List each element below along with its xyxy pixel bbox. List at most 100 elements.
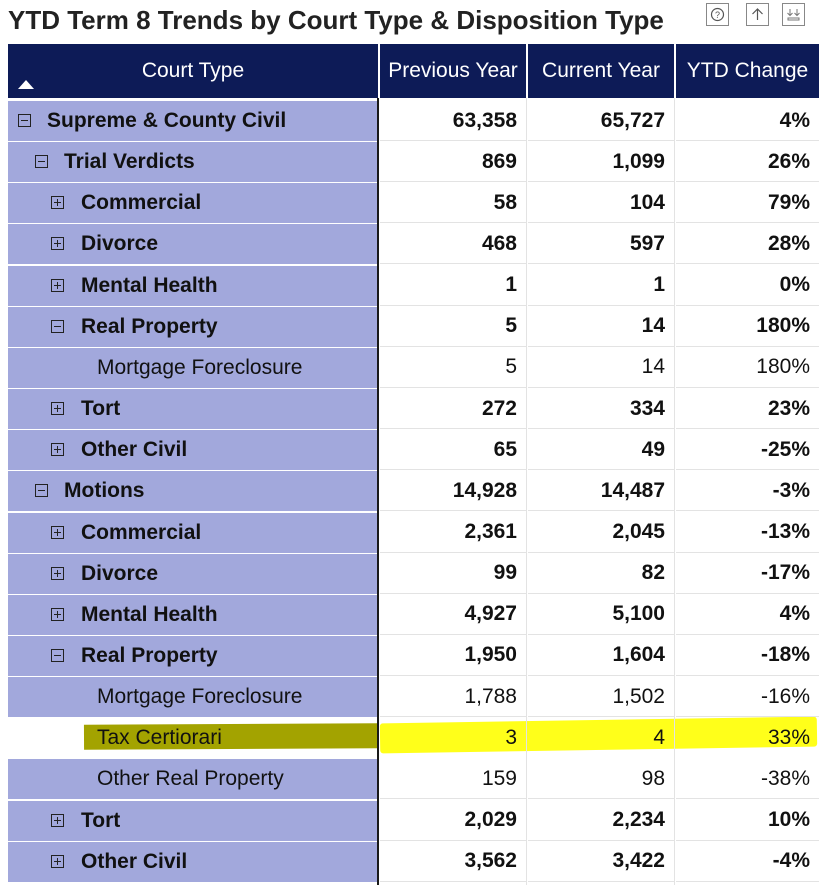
court-type-cell[interactable]: Other Civil bbox=[8, 430, 378, 472]
collapse-row-icon[interactable] bbox=[35, 484, 48, 498]
table-row[interactable]: Mortgage Foreclosure 5 14 180% bbox=[8, 347, 819, 389]
column-header-court-type[interactable]: Court Type bbox=[141, 59, 245, 82]
previous-year-value: 272 bbox=[380, 389, 526, 430]
court-type-cell[interactable]: Other Real Property bbox=[8, 759, 378, 801]
previous-year-value: 5 bbox=[380, 307, 526, 347]
court-type-cell[interactable]: Mental Health bbox=[8, 265, 378, 307]
table-row[interactable]: Tax Certiorari 3 4 33% bbox=[8, 718, 819, 760]
current-year-value: 14,487 bbox=[528, 471, 674, 512]
drill-up-button[interactable] bbox=[746, 3, 769, 26]
column-header-current-year[interactable]: Current Year bbox=[542, 59, 660, 82]
court-type-cell[interactable]: Commercial bbox=[8, 512, 378, 554]
current-year-value: 3,422 bbox=[528, 842, 674, 882]
row-label: Commercial bbox=[81, 191, 202, 215]
current-year-value: 104 bbox=[528, 183, 674, 224]
table-row[interactable]: Other Civil 3,562 3,422 -4% bbox=[8, 841, 819, 883]
court-type-cell[interactable]: Supreme & County Civil bbox=[8, 101, 378, 142]
previous-year-value: 3,562 bbox=[380, 842, 526, 882]
row-label: Divorce bbox=[81, 232, 159, 256]
column-header-ytd-change[interactable]: YTD Change bbox=[686, 59, 809, 82]
court-type-cell[interactable]: Divorce bbox=[8, 224, 378, 266]
ytd-change-value: 10% bbox=[676, 801, 819, 841]
collapse-row-icon[interactable] bbox=[51, 319, 64, 333]
court-type-cell[interactable]: Divorce bbox=[8, 553, 378, 595]
current-year-value: 5,100 bbox=[528, 595, 674, 635]
row-label: Other Real Property bbox=[97, 767, 284, 791]
column-divider bbox=[378, 44, 380, 98]
ytd-change-value: 4% bbox=[676, 595, 819, 635]
table-row[interactable]: Real Property 5 14 180% bbox=[8, 306, 819, 348]
court-type-cell[interactable]: Tort bbox=[8, 800, 378, 842]
court-type-cell[interactable]: Real Property bbox=[8, 306, 378, 348]
table-row[interactable]: Commercial 2,361 2,045 -13% bbox=[8, 512, 819, 554]
table-row[interactable]: Other Civil 65 49 -25% bbox=[8, 430, 819, 472]
table-body: Supreme & County Civil 63,358 65,727 4% Tria… bbox=[8, 98, 819, 885]
row-label: Other Civil bbox=[81, 849, 188, 873]
table-row[interactable]: Commercial 58 104 79% bbox=[8, 183, 819, 225]
ytd-change-value: -3% bbox=[676, 471, 819, 512]
ytd-change-value: 28% bbox=[676, 224, 819, 265]
expand-row-icon[interactable] bbox=[51, 443, 64, 457]
expand-hierarchy-icon bbox=[787, 9, 800, 21]
table-row[interactable]: Mortgage Foreclosure 1,788 1,502 -16% bbox=[8, 677, 819, 719]
expand-row-icon[interactable] bbox=[51, 278, 64, 292]
table-row[interactable]: Trial Verdicts 869 1,099 26% bbox=[8, 142, 819, 184]
column-divider bbox=[674, 98, 675, 885]
expand-hierarchy-button[interactable] bbox=[782, 3, 805, 26]
current-year-value: 2,045 bbox=[528, 513, 674, 553]
sort-ascending-icon[interactable] bbox=[18, 80, 34, 89]
column-header-previous-year[interactable]: Previous Year bbox=[388, 59, 518, 82]
row-label: Other Civil bbox=[81, 438, 188, 462]
row-label: Divorce bbox=[81, 561, 159, 585]
court-type-cell[interactable]: Tax Certiorari bbox=[8, 718, 378, 760]
previous-year-value: 58 bbox=[380, 183, 526, 224]
previous-year-value: 2,361 bbox=[380, 513, 526, 553]
court-type-cell[interactable]: Other Civil bbox=[8, 841, 378, 883]
expand-row-icon[interactable] bbox=[51, 566, 64, 580]
previous-year-value: 3 bbox=[505, 725, 517, 749]
row-label: Mortgage Foreclosure bbox=[97, 685, 303, 709]
ytd-change-value: 0% bbox=[676, 266, 819, 306]
collapse-row-icon[interactable] bbox=[18, 114, 31, 127]
expand-row-icon[interactable] bbox=[51, 525, 64, 539]
table-row[interactable]: Mental Health 4,927 5,100 4% bbox=[8, 594, 819, 636]
previous-year-value: 869 bbox=[380, 142, 526, 183]
current-year-value: 82 bbox=[528, 554, 674, 594]
collapse-row-icon[interactable] bbox=[51, 648, 64, 662]
court-type-cell[interactable]: Mental Health bbox=[8, 594, 378, 636]
current-year-value: 49 bbox=[528, 430, 674, 471]
court-type-cell[interactable]: Mortgage Foreclosure bbox=[8, 677, 378, 719]
expand-row-icon[interactable] bbox=[51, 854, 64, 868]
court-type-cell[interactable]: Tort bbox=[8, 389, 378, 431]
court-type-cell[interactable]: Real Property bbox=[8, 635, 378, 677]
expand-row-icon[interactable] bbox=[51, 237, 64, 251]
table-row[interactable]: Divorce 99 82 -17% bbox=[8, 553, 819, 595]
table-row[interactable]: Real Property 1,950 1,604 -18% bbox=[8, 635, 819, 677]
court-type-cell[interactable]: Trial Verdicts bbox=[8, 142, 378, 184]
expand-row-icon[interactable] bbox=[51, 813, 64, 827]
table-row[interactable]: Divorce 468 597 28% bbox=[8, 224, 819, 266]
court-type-cell[interactable]: Commercial bbox=[8, 183, 378, 225]
court-type-cell[interactable]: Motions bbox=[8, 471, 378, 513]
row-label: Supreme & County Civil bbox=[47, 109, 287, 132]
table-row[interactable]: Mental Health 1 1 0% bbox=[8, 265, 819, 307]
expand-row-icon[interactable] bbox=[51, 402, 64, 416]
collapse-row-icon[interactable] bbox=[35, 155, 48, 169]
ytd-change-value: 23% bbox=[676, 389, 819, 430]
ytd-change-value: -17% bbox=[676, 554, 819, 594]
current-year-value: 14 bbox=[528, 348, 674, 388]
previous-year-value: 63,358 bbox=[380, 101, 526, 141]
table-row[interactable]: Other Real Property 159 98 -38% bbox=[8, 759, 819, 801]
court-type-cell[interactable]: Mortgage Foreclosure bbox=[8, 347, 378, 389]
ytd-change-value: 26% bbox=[676, 142, 819, 183]
expand-row-icon[interactable] bbox=[51, 607, 64, 621]
previous-year-value: 159 bbox=[380, 759, 526, 800]
help-button[interactable]: ? bbox=[706, 3, 729, 26]
table-row[interactable]: Motions 14,928 14,487 -3% bbox=[8, 471, 819, 513]
table-row[interactable]: Supreme & County Civil 63,358 65,727 4% bbox=[8, 101, 819, 142]
ytd-change-value: 33% bbox=[767, 725, 810, 749]
previous-year-value: 1,950 bbox=[380, 636, 526, 676]
table-row[interactable]: Tort 272 334 23% bbox=[8, 389, 819, 431]
expand-row-icon[interactable] bbox=[51, 196, 64, 210]
table-row[interactable]: Tort 2,029 2,234 10% bbox=[8, 800, 819, 842]
